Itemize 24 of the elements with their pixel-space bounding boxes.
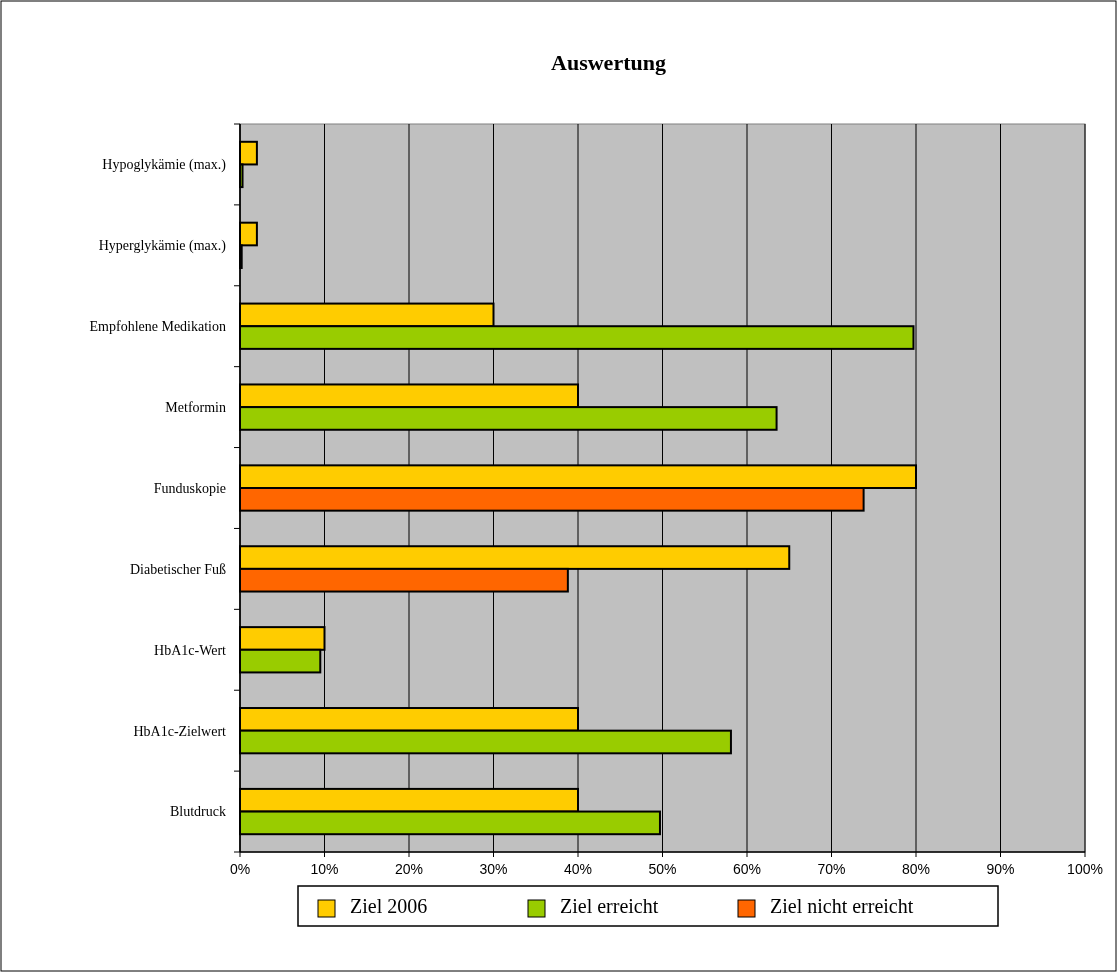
legend-label: Ziel erreicht	[560, 895, 659, 917]
y-tick-label: Hyperglykämie (max.)	[98, 238, 227, 255]
y-tick-label: Metformin	[165, 400, 226, 416]
legend-label: Ziel 2006	[350, 895, 428, 917]
y-tick-label: Diabetischer Fuß	[129, 561, 226, 577]
x-tick-label: 20%	[394, 861, 424, 877]
x-tick-label: 80%	[901, 861, 931, 877]
y-tick-label: Empfohlene Medikation	[89, 319, 226, 335]
y-tick-label: Hypoglykämie (max.)	[102, 157, 227, 174]
x-tick-label: 60%	[732, 861, 762, 877]
y-tick-label: Funduskopie	[153, 480, 226, 496]
chart-title: Auswertung	[551, 50, 666, 75]
x-tick-label: 50%	[648, 861, 677, 877]
x-tick-label: 30%	[479, 861, 508, 877]
x-tick-label: 10%	[310, 861, 339, 877]
x-tick-label: 90%	[986, 861, 1015, 877]
x-tick-label: 70%	[817, 861, 846, 877]
x-tick-label: 100%	[1067, 861, 1103, 877]
legend-label: Ziel nicht erreicht	[770, 895, 914, 917]
y-tick-label: HbA1c-Wert	[154, 642, 227, 658]
y-tick-label: HbA1c-Zielwert	[133, 723, 227, 739]
y-tick-label: Blutdruck	[170, 804, 226, 820]
x-tick-label: 40%	[563, 861, 593, 877]
x-tick-label: 0%	[229, 861, 251, 877]
